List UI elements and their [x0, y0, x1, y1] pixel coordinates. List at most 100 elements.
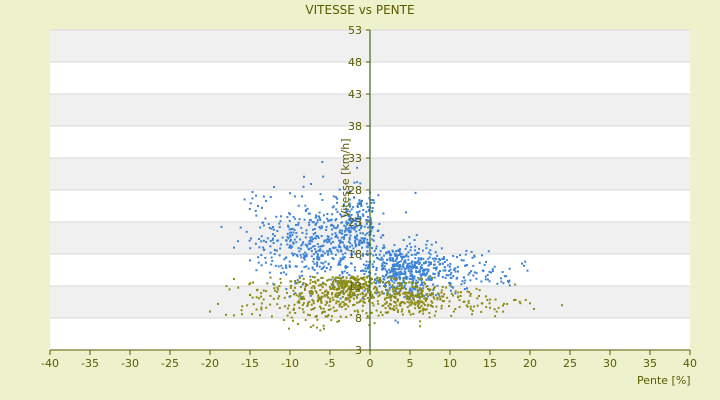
data-point	[395, 253, 398, 256]
data-point	[343, 244, 346, 247]
data-point	[376, 277, 379, 280]
data-point	[394, 319, 397, 322]
data-point	[450, 285, 453, 288]
data-point	[471, 256, 474, 259]
data-point	[313, 285, 316, 288]
data-point	[325, 239, 328, 242]
data-point	[419, 284, 422, 287]
data-point	[410, 293, 413, 295]
data-point	[365, 222, 368, 225]
data-point	[428, 256, 431, 259]
data-point	[419, 306, 422, 309]
data-point	[304, 319, 307, 321]
data-point	[329, 268, 332, 271]
chart-title: VITESSE vs PENTE	[305, 3, 415, 17]
data-point	[315, 214, 317, 217]
data-point	[355, 286, 358, 289]
data-point	[495, 310, 498, 313]
data-point	[431, 305, 434, 308]
data-point	[442, 269, 445, 272]
data-point	[429, 294, 432, 297]
data-point	[409, 265, 411, 268]
data-point	[320, 235, 323, 237]
data-point	[422, 307, 425, 310]
data-point	[322, 175, 325, 178]
data-point	[421, 249, 424, 252]
data-point	[399, 265, 402, 268]
data-point	[283, 305, 286, 308]
data-point	[412, 294, 414, 296]
data-point	[349, 229, 352, 232]
data-point	[367, 280, 370, 283]
x-tick-label: -20	[201, 357, 219, 370]
data-point	[431, 293, 434, 296]
data-point	[433, 314, 436, 317]
data-point	[315, 315, 318, 318]
data-point	[289, 239, 292, 241]
data-point	[493, 265, 496, 268]
data-point	[428, 293, 431, 296]
data-point	[348, 238, 351, 241]
data-point	[323, 293, 326, 296]
data-point	[209, 310, 211, 313]
data-point	[421, 309, 424, 312]
data-point	[421, 291, 423, 294]
data-point	[464, 264, 467, 267]
data-point	[323, 239, 326, 242]
data-point	[418, 261, 421, 264]
data-point	[260, 264, 263, 267]
data-point	[424, 282, 427, 285]
data-point	[437, 273, 440, 276]
data-point	[402, 266, 405, 269]
data-point	[425, 260, 427, 263]
data-point	[324, 283, 327, 286]
data-point	[429, 277, 432, 280]
data-point	[286, 291, 288, 294]
data-point	[334, 295, 337, 298]
data-point	[344, 225, 347, 228]
data-point	[371, 302, 374, 304]
data-point	[349, 285, 351, 288]
data-point	[397, 291, 400, 294]
data-point	[434, 310, 437, 313]
data-point	[341, 253, 344, 256]
data-point	[365, 202, 368, 205]
data-point	[330, 283, 333, 286]
data-point	[356, 278, 359, 281]
data-point	[385, 296, 388, 299]
data-point	[316, 279, 319, 282]
data-point	[285, 239, 287, 242]
data-point	[314, 248, 317, 251]
data-point	[427, 295, 429, 298]
data-point	[261, 206, 263, 209]
data-point	[326, 213, 329, 215]
data-point	[514, 298, 517, 301]
data-point	[336, 276, 339, 279]
data-point	[448, 305, 450, 308]
data-point	[269, 294, 272, 297]
data-point	[434, 294, 437, 297]
data-point	[384, 285, 387, 287]
x-tick-label: 40	[683, 357, 697, 370]
data-point	[358, 278, 361, 281]
data-point	[358, 284, 360, 287]
data-point	[333, 277, 336, 280]
data-point	[407, 251, 410, 254]
data-point	[402, 278, 405, 281]
data-point	[280, 264, 283, 267]
data-point	[404, 281, 407, 284]
data-point	[384, 311, 387, 314]
data-point	[316, 235, 319, 238]
data-point	[319, 249, 322, 251]
data-point	[419, 266, 422, 269]
data-point	[308, 240, 311, 243]
data-point	[311, 292, 314, 295]
data-point	[434, 251, 437, 254]
data-point	[468, 271, 471, 274]
data-point	[364, 237, 366, 240]
data-point	[333, 288, 336, 291]
data-point	[292, 319, 294, 322]
data-point	[315, 235, 318, 237]
data-point	[484, 295, 487, 298]
data-point	[270, 315, 273, 318]
